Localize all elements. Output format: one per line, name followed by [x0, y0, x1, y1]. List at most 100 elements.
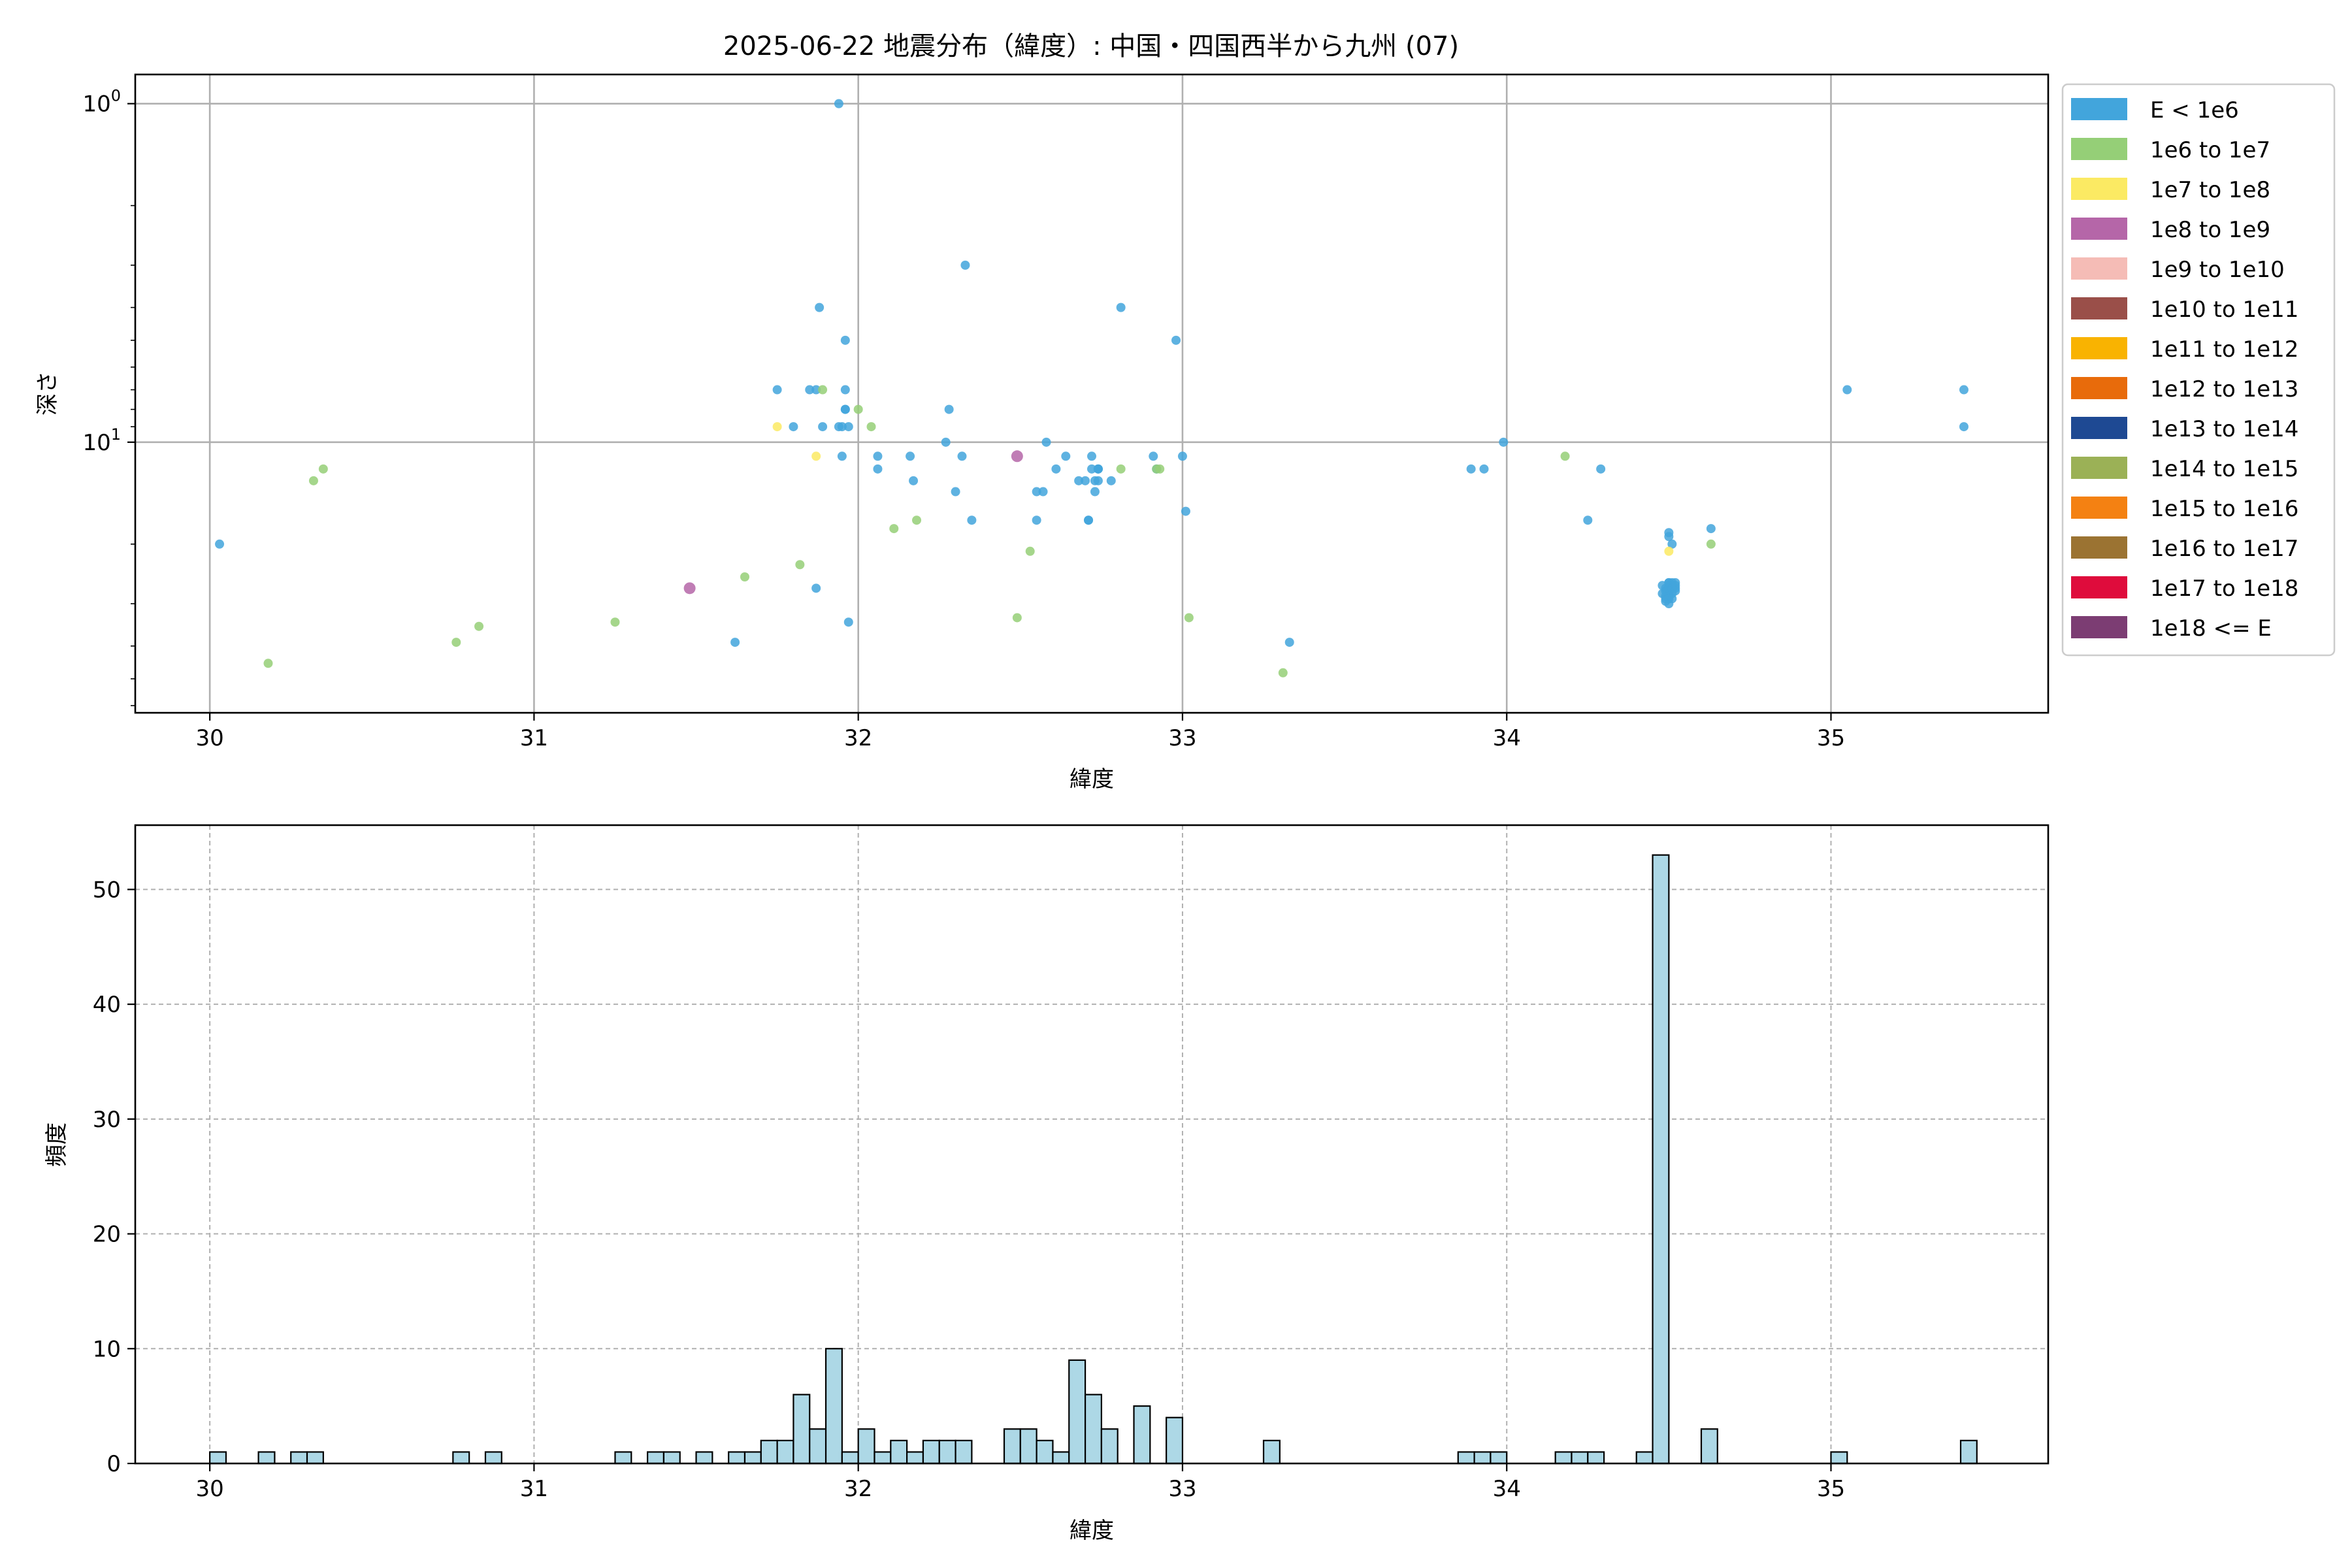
legend-label: 1e18 <= E — [2150, 615, 2272, 642]
histogram-bar — [662, 1451, 681, 1465]
scatter-point — [960, 260, 970, 270]
scatter-point — [1278, 668, 1288, 678]
histogram-bar — [1019, 1428, 1037, 1465]
histogram-x-tick-label: 34 — [1493, 1476, 1521, 1502]
histogram-bar — [1554, 1451, 1573, 1465]
histogram-bar — [257, 1451, 276, 1465]
scatter-point — [1041, 437, 1051, 447]
scatter-point — [843, 617, 853, 627]
histogram-x-tick-label: 30 — [196, 1476, 224, 1502]
histogram-bar — [906, 1451, 924, 1465]
scatter-point — [818, 385, 828, 395]
scatter-point — [740, 572, 749, 582]
legend-label: 1e10 to 1e11 — [2150, 297, 2298, 323]
histogram-bar — [874, 1451, 892, 1465]
legend: E < 1e6 1e6 to 1e7 1e7 to 1e8 1e8 to 1e9 1e9… — [2061, 83, 2336, 657]
histogram-panel: 30 31 32 33 34 35 0 10 20 30 40 50 緯度 頻度 — [44, 824, 2050, 1544]
histogram-bar — [1700, 1428, 1718, 1465]
scatter-point — [1061, 451, 1071, 461]
histogram-bar — [890, 1439, 908, 1465]
histogram-bar — [955, 1439, 973, 1465]
legend-label: 1e16 to 1e17 — [2150, 536, 2298, 562]
legend-label: E < 1e6 — [2150, 97, 2239, 123]
histogram-bar — [743, 1451, 762, 1465]
histogram-bar — [1052, 1451, 1070, 1465]
histogram-bar — [1084, 1394, 1102, 1465]
scatter-point — [1106, 476, 1116, 485]
histogram-bar — [1587, 1451, 1605, 1465]
histogram-bar — [841, 1451, 859, 1465]
scatter-point — [818, 422, 828, 432]
scatter-point — [909, 476, 919, 485]
scatter-point — [1011, 450, 1023, 463]
scatter-point — [1038, 487, 1048, 497]
scatter-point — [683, 582, 696, 595]
scatter-point — [815, 302, 825, 312]
scatter-point — [1664, 546, 1674, 556]
histogram-bar — [1100, 1428, 1119, 1465]
histogram-bar — [695, 1451, 713, 1465]
histogram-bar — [922, 1439, 940, 1465]
legend-swatch — [2071, 536, 2127, 559]
scatter-point — [1479, 464, 1489, 474]
scatter-point — [1583, 515, 1593, 525]
histogram-bar — [1457, 1451, 1475, 1465]
scatter-point — [837, 422, 847, 432]
histogram-bar — [857, 1428, 875, 1465]
scatter-point — [1051, 464, 1061, 474]
histogram-bar — [760, 1439, 778, 1465]
scatter-point — [474, 621, 484, 631]
legend-swatch — [2071, 337, 2127, 359]
legend-label: 1e12 to 1e13 — [2150, 376, 2298, 402]
scatter-point — [944, 404, 954, 414]
scatter-point — [811, 385, 821, 395]
histogram-x-tick-label: 33 — [1168, 1476, 1196, 1502]
legend-swatch — [2071, 178, 2127, 200]
histogram-bar — [1652, 854, 1670, 1465]
histogram-bar — [1571, 1451, 1589, 1465]
scatter-point — [805, 385, 815, 395]
scatter-point — [873, 464, 883, 474]
histogram-bar — [938, 1439, 956, 1465]
scatter-axes-frame — [134, 73, 2050, 714]
histogram-x-axis-label: 緯度 — [1070, 1518, 1114, 1544]
scatter-point — [1093, 464, 1103, 474]
histogram-bar — [209, 1451, 227, 1465]
scatter-point — [843, 422, 853, 432]
scatter-point — [837, 451, 847, 461]
scatter-point — [1087, 464, 1096, 474]
legend-swatch — [2071, 138, 2127, 160]
scatter-point — [451, 638, 461, 647]
histogram-y-tick-label: 30 — [93, 1107, 121, 1133]
histogram-bar — [792, 1394, 811, 1465]
scatter-point — [957, 451, 967, 461]
scatter-point — [889, 524, 899, 534]
scatter-x-tick-label: 34 — [1493, 725, 1521, 751]
histogram-x-tick-label: 35 — [1817, 1476, 1845, 1502]
scatter-point — [1706, 539, 1716, 549]
scatter-point — [1664, 599, 1674, 609]
histogram-bar — [1490, 1451, 1508, 1465]
scatter-point — [853, 404, 863, 414]
scatter-point — [1155, 464, 1165, 474]
legend-label: 1e17 to 1e18 — [2150, 576, 2298, 602]
scatter-point — [1084, 515, 1094, 525]
legend-label: 1e9 to 1e10 — [2150, 257, 2285, 283]
legend-label: 1e14 to 1e15 — [2150, 456, 2298, 482]
scatter-point — [1032, 515, 1041, 525]
scatter-point — [951, 487, 960, 497]
scatter-point — [906, 451, 915, 461]
histogram-bar — [1262, 1439, 1281, 1465]
legend-swatch — [2071, 297, 2127, 319]
scatter-point — [1181, 506, 1190, 516]
scatter-point — [1093, 476, 1103, 485]
scatter-grid — [135, 74, 2048, 713]
scatter-point — [1116, 464, 1126, 474]
histogram-bar — [306, 1451, 324, 1465]
legend-swatch — [2071, 497, 2127, 519]
scatter-point — [308, 476, 318, 485]
legend-label: 1e11 to 1e12 — [2150, 336, 2298, 363]
legend-swatch — [2071, 98, 2127, 120]
scatter-x-ticks: 30 31 32 33 34 35 — [196, 713, 1845, 751]
scatter-point — [1466, 464, 1476, 474]
